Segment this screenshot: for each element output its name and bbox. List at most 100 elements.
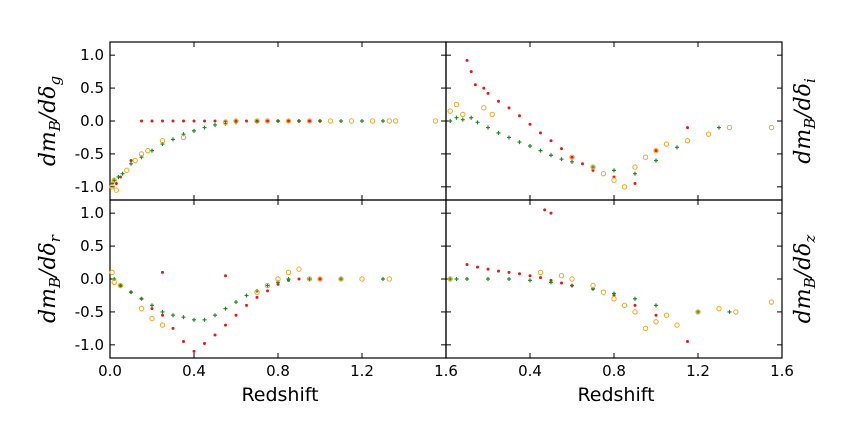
ylabel-delta-sub: i [801,78,819,83]
y-axis-label-i: dmB/dδi [791,78,819,164]
data-point [286,277,291,281]
series-orange [447,101,775,190]
series-red [465,208,689,344]
data-point [705,131,712,137]
data-point [317,276,323,282]
data-point [161,313,164,317]
panel-frame [109,199,447,359]
data-point [486,125,490,130]
panel-frame [445,199,783,359]
ylabel-main: dm [36,288,61,323]
data-point [348,118,355,124]
data-point [159,322,166,328]
data-point [570,159,574,164]
data-point [117,282,124,289]
data-point [460,117,465,122]
data-point [119,175,122,179]
data-point [264,282,271,289]
panel-r: 1.0 0.5 0.0 -0.5 -1.0 0.0 0.4 0.8 1.2 1.6 dmB/dδr [36,199,458,380]
data-point [129,159,133,162]
series-green [110,119,385,186]
data-point [338,276,344,282]
data-point [653,147,659,154]
data-point [266,119,269,123]
ylabel-delta-sub: g [46,76,64,86]
data-point [538,148,543,153]
data-point [140,119,143,123]
data-point [432,118,439,124]
data-point [447,108,453,114]
y-tick-label: 1.0 [80,46,104,64]
data-point [224,323,227,327]
x-tick-label: 0.0 [98,362,122,380]
data-point [465,58,469,62]
data-point [560,147,563,151]
data-point [111,279,117,285]
data-point [686,340,689,344]
data-point [306,276,313,282]
ylabel-main-sub: B [801,118,819,130]
data-point [161,270,164,274]
data-point [213,333,217,337]
data-point [254,289,260,295]
data-point [653,319,659,325]
data-point [486,277,490,281]
data-point [507,270,511,274]
labels-layer: Redshift Redshift [241,384,654,406]
y-tick-label: -1.0 [75,336,104,354]
data-point [149,315,155,322]
data-point [695,309,701,315]
data-point [612,291,616,296]
x-tick-label: 1.6 [770,362,794,380]
data-point [663,141,670,147]
data-point [111,177,117,183]
ylabel-delta: /dδ [36,242,61,279]
data-point [386,118,392,124]
data-point [297,277,301,281]
data-point [296,266,302,272]
data-point [517,140,522,145]
data-point [369,118,376,124]
data-point [489,111,495,118]
data-point [497,99,500,103]
data-point [447,276,453,282]
data-point [150,119,154,123]
data-point [654,149,658,153]
data-point [549,139,553,143]
data-point [621,184,628,190]
data-point [233,118,239,124]
data-point [632,309,638,315]
ylabel-main-sub: B [801,277,819,289]
data-point [469,115,474,120]
data-point [518,272,521,276]
data-point [192,128,196,133]
data-point [318,119,322,123]
data-point [453,101,460,108]
ylabel-delta-sub: z [801,235,819,244]
data-point [285,269,292,276]
panel-i: dmB/dδi [445,41,819,201]
data-point [663,312,670,318]
data-point [465,277,469,281]
data-point [113,187,120,193]
data-point [150,307,154,311]
data-point [392,118,399,124]
data-point [518,114,521,118]
data-point [203,119,206,123]
data-point [192,349,196,353]
data-point [612,168,616,173]
data-point [482,86,486,90]
data-point [287,119,290,123]
data-point [768,299,775,305]
data-point [161,119,164,123]
data-point [537,269,544,276]
data-point [276,119,280,123]
y-tick-label: 1.0 [80,204,104,222]
series-green [448,277,732,314]
data-point [171,137,175,142]
series-red [465,58,689,186]
data-point [454,277,459,281]
data-point [481,105,487,111]
y-tick-label: 0.0 [80,270,104,288]
